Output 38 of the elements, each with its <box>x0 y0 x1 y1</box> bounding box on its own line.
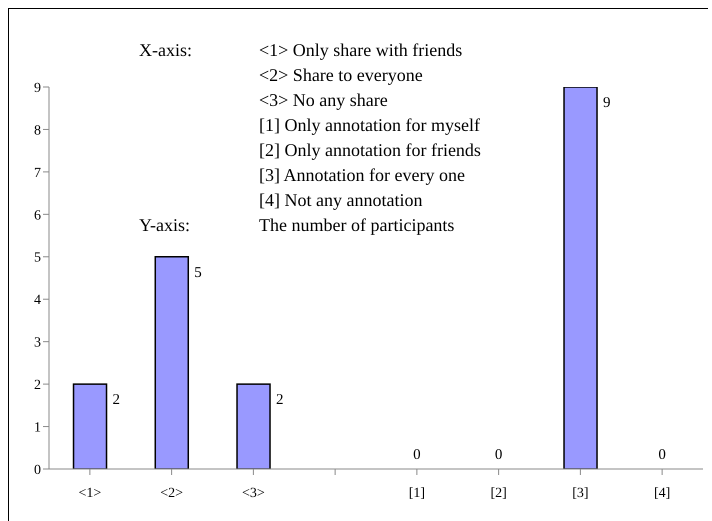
text: X-axis: <box>139 39 193 62</box>
text: <2> Share to everyone <box>259 64 424 87</box>
y-tick-label: 1 <box>34 420 41 436</box>
annotation: [4] Not any annotation <box>259 189 424 212</box>
x-tick-label: <1> <box>78 486 102 501</box>
y-tick-label: 4 <box>34 293 41 308</box>
data-label: 2 <box>112 392 120 408</box>
y-tick-label: 2 <box>34 378 41 394</box>
x-tick-label: <3> <box>242 486 265 501</box>
annotation: [3] Annotation for every one <box>259 164 466 187</box>
data-label: 0 <box>658 447 666 463</box>
y-tick-label: 8 <box>34 123 41 138</box>
bar <box>236 383 271 469</box>
data-label: 5 <box>194 264 202 281</box>
annotation: [2] Only annotation for friends <box>259 139 481 162</box>
bar <box>72 383 108 469</box>
x-tick-label: [3] <box>572 486 589 501</box>
annotation: The number of participants <box>259 214 456 237</box>
y-tick-label: 7 <box>34 166 41 181</box>
x-tick-label: [2] <box>490 486 507 501</box>
data-label: 0 <box>413 447 421 463</box>
y-tick-label: 5 <box>34 250 41 266</box>
text: <1> Only share with friends <box>259 39 464 62</box>
data-label: 2 <box>276 392 284 408</box>
annotation: [1] Only annotation for myself <box>259 114 481 137</box>
y-tick-label: 0 <box>34 462 41 478</box>
data-label: 0 <box>494 447 502 463</box>
bar <box>154 256 190 469</box>
x-tick-label: [4] <box>654 486 670 501</box>
annotation: <3> No any share <box>259 89 389 112</box>
y-tick-label: 6 <box>34 208 41 224</box>
annotation: Y-axis: <box>139 214 191 237</box>
data-label: 9 <box>603 95 611 111</box>
bar <box>563 87 598 469</box>
y-tick-label: 3 <box>34 336 41 351</box>
y-tick-label: 9 <box>34 80 41 96</box>
x-tick-label: [1] <box>408 486 426 501</box>
x-tick-label: <2> <box>160 486 184 501</box>
